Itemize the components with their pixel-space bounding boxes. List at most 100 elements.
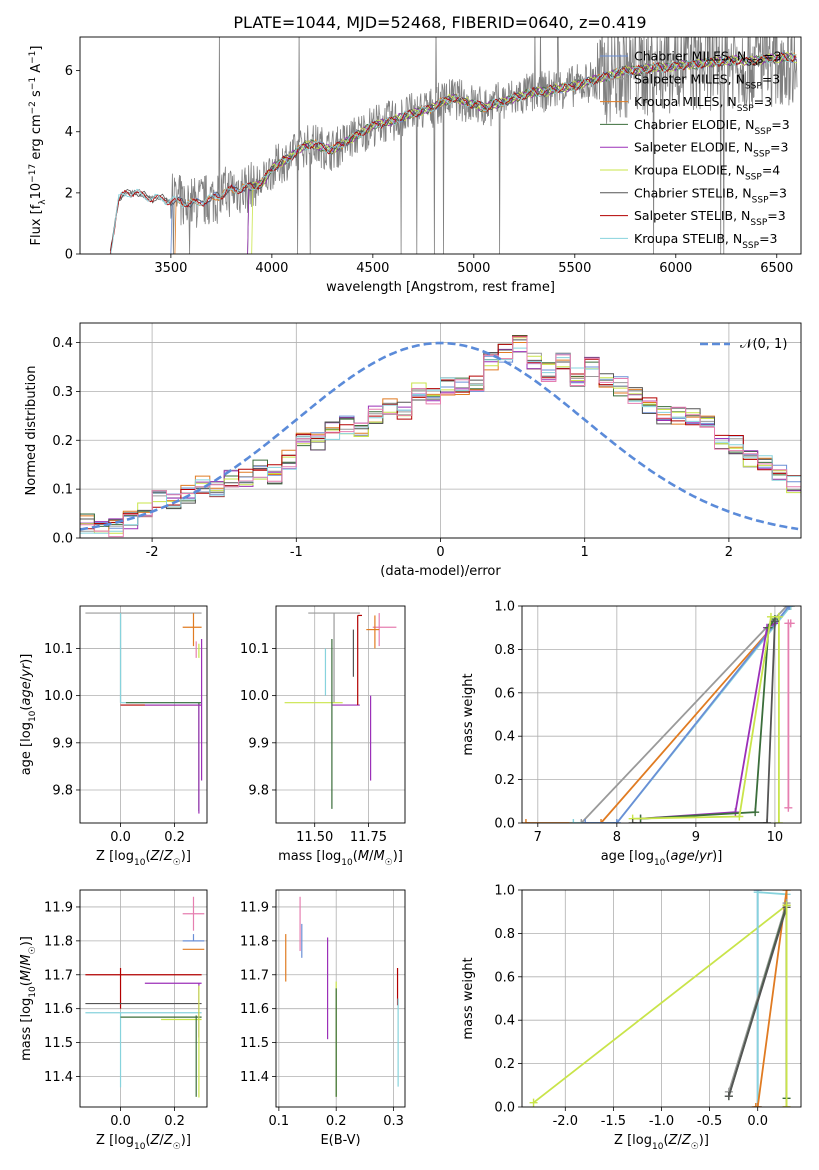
label-part: mass [log xyxy=(19,998,34,1061)
label-part: =3 xyxy=(759,231,777,246)
label-part: Z xyxy=(150,849,161,864)
mass-weight-marker xyxy=(770,617,779,626)
axes-frame xyxy=(275,889,406,1108)
legend-label-normal: 𝒩(0, 1) xyxy=(740,337,787,352)
x-tick-label: 0.1 xyxy=(269,1114,290,1129)
label-part: wavelength [Angstrom, rest frame] xyxy=(326,280,555,295)
y-tick-label: 0.8 xyxy=(494,643,515,658)
label-part: Flux [f xyxy=(29,204,44,245)
mass-weight-marker xyxy=(751,1103,760,1107)
x-tick-label: 0.0 xyxy=(747,1114,768,1129)
label-part: SSP xyxy=(742,241,759,251)
label-part: =3 xyxy=(767,208,785,223)
x-tick-label: -2 xyxy=(146,545,159,560)
label-part: ( xyxy=(353,849,358,864)
x-tick-label: -1.0 xyxy=(649,1114,674,1129)
mass-weight-marker xyxy=(724,1092,733,1101)
label-part: )] xyxy=(181,849,191,864)
label-part: Chabrier MILES, N xyxy=(634,49,746,64)
label-part: Z xyxy=(150,1133,161,1148)
legend-label: Salpeter STELIB, NSSP=3 xyxy=(634,208,786,228)
legend-label: Kroupa STELIB, NSSP=3 xyxy=(634,231,778,251)
x-tick-label: 0 xyxy=(436,545,444,560)
x-tick-label: 0.2 xyxy=(164,1114,185,1129)
x-tick-label: 8 xyxy=(613,830,621,845)
y-tick-label: 0.2 xyxy=(494,773,515,788)
y-tick-label: 11.4 xyxy=(44,1070,73,1085)
y-tick-label: 10.1 xyxy=(44,642,73,657)
x-axis-label: (data-model)/error xyxy=(380,564,501,579)
mass-weight-marker xyxy=(763,819,772,823)
mass-weight-vs-metallicity-panel: -2.0 -1.5 -1.0 -0.5 0.0 0.0 0.2 0.4 0.6 0.8 1.0 Z [… xyxy=(461,884,802,1152)
label-part: 10 xyxy=(134,1142,146,1152)
label-part: Salpeter MILES, N xyxy=(634,71,745,86)
y-tick-label: 11.7 xyxy=(240,968,269,983)
y-tick-label: 0.4 xyxy=(52,336,73,351)
mass-weight-marker xyxy=(786,619,795,628)
mass-weight-marker xyxy=(782,890,791,894)
label-part: ☉ xyxy=(385,858,393,868)
label-part: Kroupa ELODIE, N xyxy=(634,163,745,178)
label-part: SSP xyxy=(745,81,762,91)
x-tick-label: 11.50 xyxy=(296,830,333,845)
x-tick-label: 0.0 xyxy=(110,1114,131,1129)
mass-weight-marker xyxy=(569,819,578,823)
label-part: / xyxy=(159,1133,164,1148)
label-part: SSP xyxy=(753,150,770,160)
y-tick-label: 10.1 xyxy=(240,642,269,657)
label-part: ( xyxy=(665,849,670,864)
legend-label: Kroupa MILES, NSSP=3 xyxy=(634,94,772,114)
label-part: ( xyxy=(19,981,34,986)
label-part: M xyxy=(358,849,369,864)
y-tick-label: 9.9 xyxy=(52,736,73,751)
y-tick-label: 11.6 xyxy=(44,1002,73,1017)
y-tick-label: 0.2 xyxy=(494,1057,515,1072)
mass-weight-marker xyxy=(577,819,586,823)
axes-frame xyxy=(79,605,208,824)
y-tick-label: 1.0 xyxy=(494,600,515,615)
y-tick-label: 10.0 xyxy=(44,689,73,704)
x-tick-label: 0.2 xyxy=(326,1114,347,1129)
y-axis-label: age [log10(age/yr)] xyxy=(19,654,38,776)
x-tick-label: -2.0 xyxy=(553,1114,578,1129)
y-tick-label: 9.8 xyxy=(248,783,269,798)
y-tick-label: 11.5 xyxy=(240,1036,269,1051)
label-part: (data-model)/error xyxy=(380,564,501,579)
axes-frame xyxy=(79,889,208,1108)
label-part: A xyxy=(29,64,44,77)
x-tick-label: 5500 xyxy=(558,261,591,276)
label-part: )] xyxy=(181,1133,191,1148)
mass-weight-marker xyxy=(786,606,795,610)
y-tick-label: 11.9 xyxy=(44,900,73,915)
label-part: age xyxy=(670,849,694,864)
mass-weight-marker xyxy=(751,808,760,817)
label-part: mass [log xyxy=(278,849,341,864)
y-tick-label: 10.0 xyxy=(240,689,269,704)
label-part: −1 xyxy=(28,77,38,90)
mass-weight-marker xyxy=(597,819,606,823)
label-part: )] xyxy=(699,1133,709,1148)
label-part: ☉ xyxy=(691,1142,699,1152)
y-tick-label: 11.9 xyxy=(240,900,269,915)
y-tick-label: 0.6 xyxy=(494,970,515,985)
x-tick-label: 4000 xyxy=(255,261,288,276)
mass-weight-plot-area xyxy=(522,606,795,823)
label-part: 10 xyxy=(29,183,44,200)
label-part: 10 xyxy=(652,1142,664,1152)
x-tick-label: 9 xyxy=(692,830,700,845)
errorbar-plot-area xyxy=(85,612,203,814)
x-axis-label: Z [log10(Z/Z☉)] xyxy=(614,1133,709,1152)
label-part: ☉ xyxy=(173,858,181,868)
y-tick-label: 0.8 xyxy=(494,927,515,942)
label-part: 10 xyxy=(28,710,38,722)
label-part: )] xyxy=(393,849,403,864)
residual-histogram-panel: -2 -1 0 1 2 0.0 0.1 0.2 0.3 0.4 (data-model)/error… xyxy=(24,322,802,579)
label-part: =3 xyxy=(754,94,772,109)
label-part: ☉ xyxy=(28,946,38,954)
errorbar-plot-area xyxy=(285,896,399,1097)
label-part: Z xyxy=(163,849,174,864)
label-part: SSP xyxy=(754,127,771,137)
label-part: M xyxy=(19,970,34,981)
